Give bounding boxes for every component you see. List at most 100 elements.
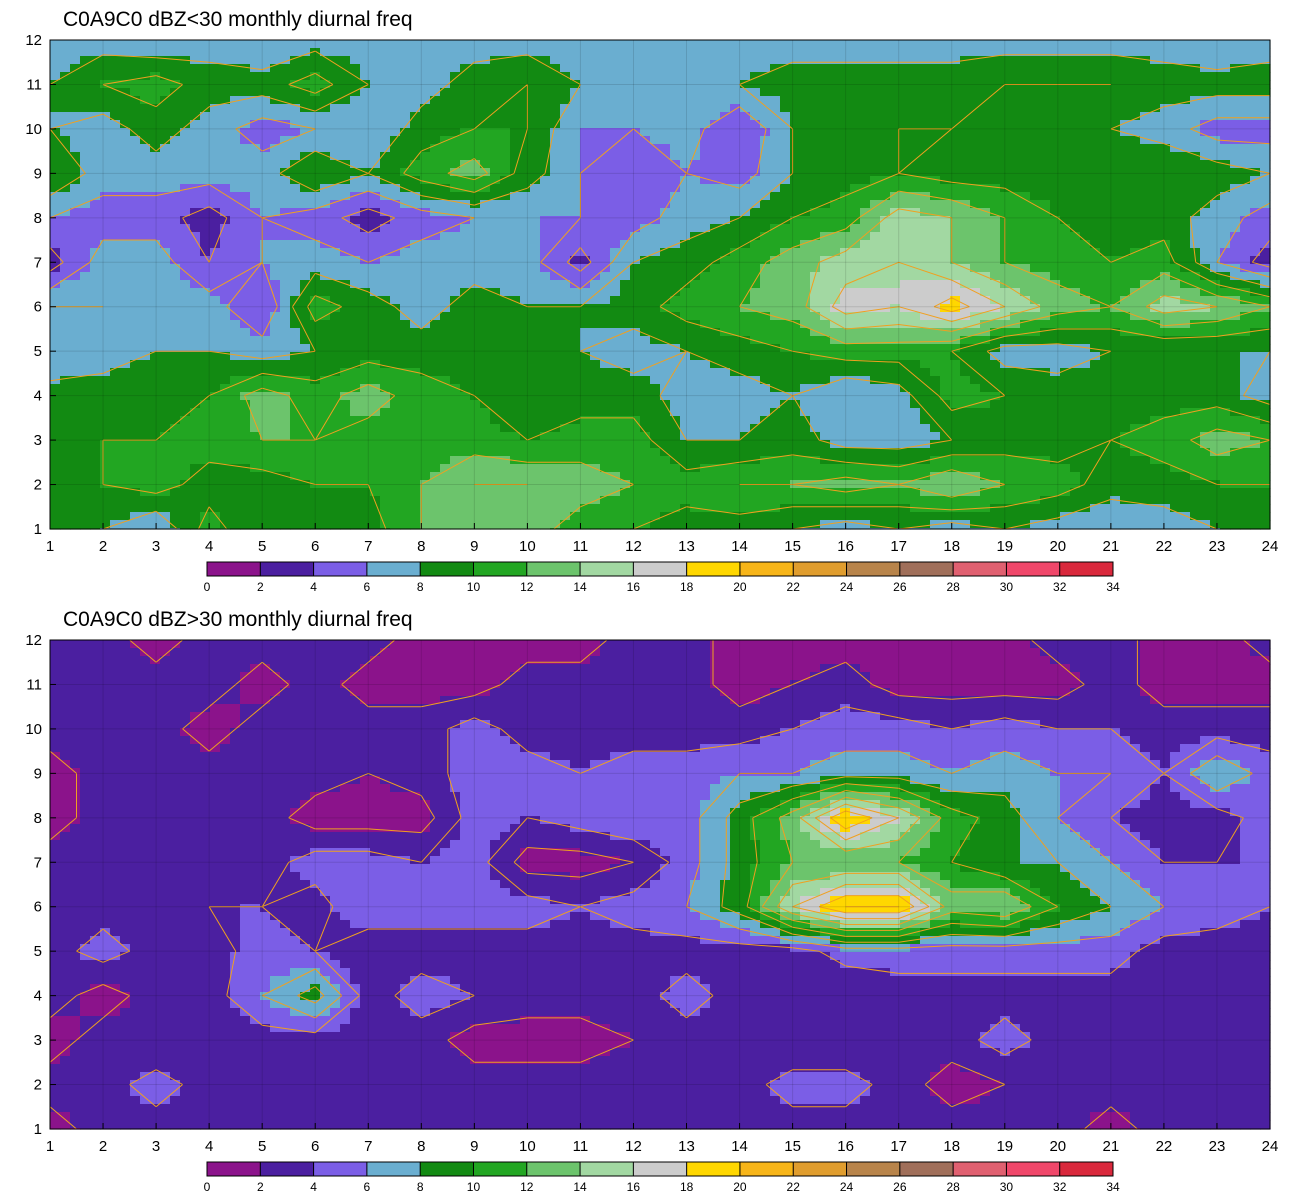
contour-cell (680, 72, 691, 81)
contour-cell (180, 160, 191, 169)
contour-cell (470, 72, 481, 81)
contour-cell (130, 120, 141, 129)
contour-cell (420, 40, 431, 49)
contour-cell (610, 184, 621, 193)
contour-cell (1080, 112, 1091, 121)
contour-cell (610, 256, 621, 265)
contour-cell (1060, 320, 1071, 329)
contour-cell (1060, 264, 1071, 273)
contour-cell (650, 168, 661, 177)
contour-cell (230, 128, 241, 137)
contour-cell (990, 216, 1001, 225)
contour-cell (140, 208, 151, 217)
contour-cell (500, 184, 511, 193)
contour-cell (70, 160, 81, 169)
contour-cell (950, 104, 961, 113)
contour-cell (1240, 344, 1251, 353)
contour-cell (570, 328, 581, 337)
contour-cell (430, 264, 441, 273)
contour-cell (160, 56, 171, 65)
contour-cell (1020, 208, 1031, 217)
contour-cell (1190, 176, 1201, 185)
contour-cell (400, 88, 411, 97)
contour-cell (1080, 72, 1091, 81)
contour-cell (300, 216, 311, 225)
contour-cell (320, 264, 331, 273)
contour-cell (1090, 232, 1101, 241)
contour-cell (190, 152, 201, 161)
contour-cell (580, 120, 591, 129)
contour-cell (190, 136, 201, 145)
contour-cell (220, 264, 231, 273)
contour-cell (60, 40, 71, 49)
contour-cell (610, 192, 621, 201)
contour-cell (120, 352, 131, 361)
contour-cell (130, 112, 141, 121)
contour-cell (630, 152, 641, 161)
contour-cell (1100, 128, 1111, 137)
contour-cell (940, 208, 951, 217)
contour-cell (130, 352, 141, 361)
contour-cell (950, 72, 961, 81)
contour-cell (1080, 104, 1091, 113)
contour-cell (390, 352, 401, 361)
contour-cell (950, 152, 961, 161)
contour-cell (430, 320, 441, 329)
contour-cell (1230, 336, 1241, 345)
contour-cell (110, 336, 121, 345)
contour-cell (450, 96, 461, 105)
contour-cell (600, 160, 611, 169)
contour-cell (110, 288, 121, 297)
contour-cell (70, 88, 81, 97)
contour-cell (840, 344, 851, 353)
contour-cell (540, 144, 551, 153)
contour-cell (420, 64, 431, 73)
contour-cell (590, 288, 601, 297)
contour-cell (620, 136, 631, 145)
contour-cell (120, 328, 131, 337)
contour-cell (530, 344, 541, 353)
contour-cell (50, 176, 61, 185)
contour-cell (790, 128, 801, 137)
contour-cell (1190, 184, 1201, 193)
contour-cell (1030, 128, 1041, 137)
contour-cell (990, 48, 1001, 57)
contour-cell (700, 120, 711, 129)
contour-cell (640, 88, 651, 97)
contour-cell (800, 152, 811, 161)
contour-cell (1040, 216, 1051, 225)
contour-cell (950, 224, 961, 233)
contour-cell (770, 256, 781, 265)
contour-cell (580, 224, 591, 233)
contour-cell (590, 56, 601, 65)
contour-cell (470, 288, 481, 297)
contour-cell (1110, 88, 1121, 97)
contour-cell (100, 264, 111, 273)
contour-cell (730, 112, 741, 121)
contour-cell (1120, 176, 1131, 185)
contour-cell (630, 360, 641, 369)
contour-cell (580, 208, 591, 217)
contour-cell (210, 320, 221, 329)
contour-cell (430, 104, 441, 113)
contour-cell (470, 296, 481, 305)
contour-cell (750, 96, 761, 105)
contour-cell (820, 64, 831, 73)
contour-cell (730, 328, 741, 337)
contour-cell (460, 320, 471, 329)
contour-cell (750, 232, 761, 241)
contour-cell (1130, 296, 1141, 305)
contour-cell (300, 40, 311, 49)
contour-cell (1200, 288, 1211, 297)
contour-cell (530, 280, 541, 289)
contour-cell (360, 224, 371, 233)
contour-cell (480, 296, 491, 305)
contour-cell (600, 208, 611, 217)
contour-cell (730, 120, 741, 129)
contour-cell (580, 344, 591, 353)
contour-cell (1010, 200, 1021, 209)
contour-cell (360, 128, 371, 137)
contour-cell (340, 96, 351, 105)
contour-cell (1260, 56, 1271, 65)
contour-cell (760, 168, 771, 177)
